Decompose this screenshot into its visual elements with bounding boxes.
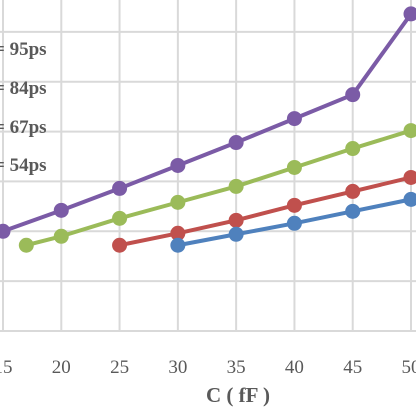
data-point bbox=[228, 212, 244, 228]
data-point bbox=[286, 159, 302, 175]
data-point bbox=[403, 191, 416, 207]
series-line bbox=[2, 12, 413, 234]
legend: = 95ps = 84ps = 67ps = 54ps bbox=[0, 39, 47, 176]
data-point bbox=[170, 194, 186, 210]
grid-lines bbox=[0, 0, 416, 332]
x-tick-label: 15 bbox=[0, 357, 13, 378]
series bbox=[170, 191, 416, 253]
legend-label: = 95ps bbox=[0, 39, 47, 60]
data-point bbox=[0, 223, 11, 239]
data-point bbox=[403, 123, 416, 139]
x-tick-label: 40 bbox=[285, 357, 304, 378]
series bbox=[0, 6, 416, 239]
x-tick-label: 50 bbox=[402, 357, 416, 378]
data-point bbox=[345, 141, 361, 157]
data-point bbox=[286, 197, 302, 213]
data-point bbox=[170, 237, 186, 253]
data-point bbox=[53, 202, 69, 218]
x-tick-label: 25 bbox=[110, 357, 129, 378]
data-point bbox=[345, 87, 361, 103]
legend-label: = 54ps bbox=[0, 155, 47, 176]
data-point bbox=[18, 237, 34, 253]
x-tick-label: 35 bbox=[227, 357, 246, 378]
series-group bbox=[0, 6, 416, 253]
legend-label: = 84ps bbox=[0, 78, 47, 99]
series-line bbox=[25, 128, 412, 248]
data-point bbox=[228, 178, 244, 194]
data-point bbox=[112, 180, 128, 196]
x-tick-label: 20 bbox=[52, 357, 71, 378]
data-point bbox=[286, 215, 302, 231]
data-point bbox=[403, 6, 416, 22]
data-point bbox=[112, 237, 128, 253]
data-point bbox=[286, 111, 302, 127]
legend-label: = 67ps bbox=[0, 117, 47, 138]
data-point bbox=[228, 226, 244, 242]
x-tick-label: 45 bbox=[343, 357, 362, 378]
data-point bbox=[112, 210, 128, 226]
data-point bbox=[345, 203, 361, 219]
x-tick-label: 30 bbox=[168, 357, 187, 378]
data-point bbox=[403, 169, 416, 185]
series bbox=[112, 169, 416, 253]
data-point bbox=[170, 157, 186, 173]
data-point bbox=[228, 135, 244, 151]
data-point bbox=[170, 225, 186, 241]
x-axis-title: C ( fF ) bbox=[206, 383, 270, 407]
data-point bbox=[345, 183, 361, 199]
x-tick-labels: 15 20 25 30 35 40 45 50 bbox=[0, 357, 416, 378]
data-point bbox=[53, 228, 69, 244]
series bbox=[18, 123, 416, 253]
series-line bbox=[119, 175, 412, 248]
